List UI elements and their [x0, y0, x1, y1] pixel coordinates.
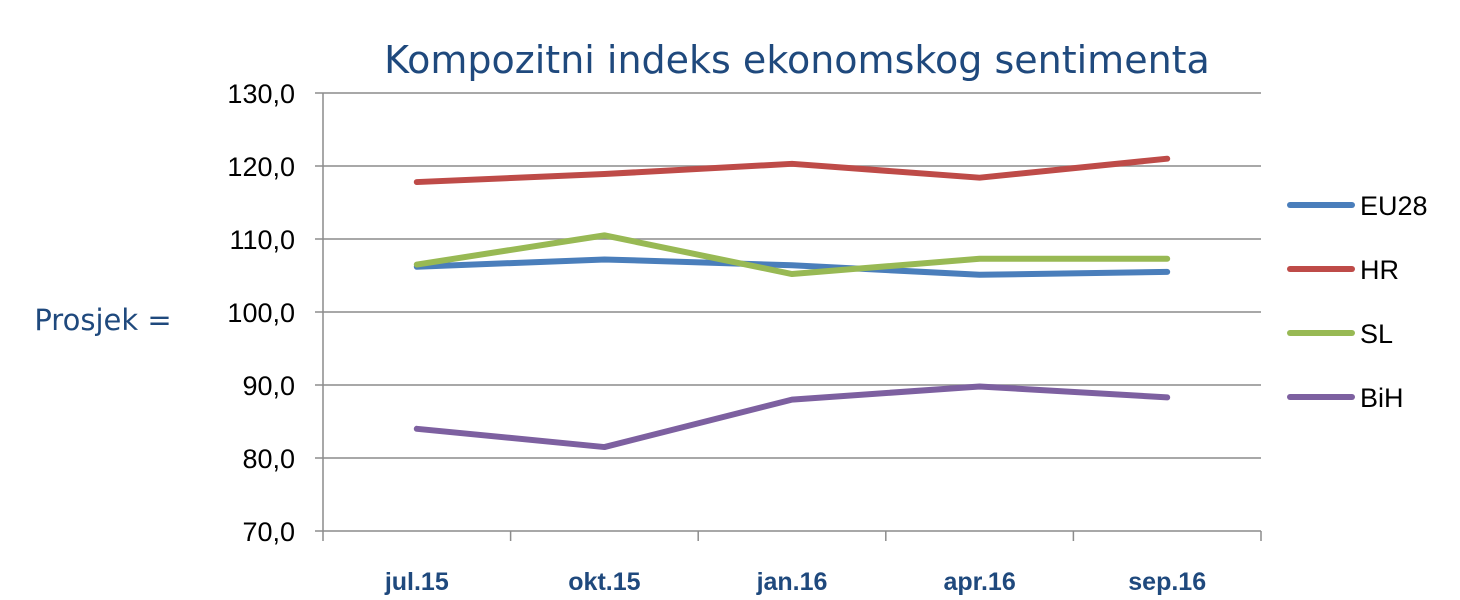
y-tick-label: 70,0: [242, 517, 295, 547]
x-tick-label: sep.16: [1128, 568, 1206, 596]
legend-label-hr: HR: [1360, 255, 1399, 285]
x-tick-labels: jul.15 okt.15 jan.16 apr.16 sep.16: [384, 568, 1206, 596]
x-tick-label: okt.15: [568, 568, 640, 596]
y-tick-label: 130,0: [227, 79, 295, 109]
legend-label-eu28: EU28: [1360, 191, 1428, 221]
series-line-hr: [413, 155, 1171, 186]
series-line-bih: [413, 383, 1171, 451]
series-line-eu28: [413, 256, 1171, 278]
series-line-sl: [413, 232, 1171, 278]
axes: [315, 92, 1262, 541]
y-tick-label: 80,0: [242, 444, 295, 474]
y-axis-label: Prosjek =: [34, 303, 171, 337]
chart-title: Kompozitni indeks ekonomskog sentimenta: [384, 38, 1210, 82]
x-tick-label: jul.15: [384, 568, 449, 596]
y-tick-label: 110,0: [229, 225, 295, 255]
legend-label-sl: SL: [1360, 319, 1393, 349]
x-tick-label: jan.16: [756, 568, 828, 596]
legend-label-bih: BiH: [1360, 383, 1404, 413]
y-tick-label: 120,0: [227, 152, 295, 182]
y-tick-label: 90,0: [242, 371, 295, 401]
y-tick-labels: 70,0 80,0 90,0 100,0 110,0 120,0 130,0: [227, 79, 295, 547]
x-tick-label: apr.16: [943, 568, 1015, 596]
series-lines: [413, 155, 1171, 451]
legend: EU28 HR SL BiH: [1287, 191, 1428, 413]
y-tick-label: 100,0: [227, 298, 295, 328]
